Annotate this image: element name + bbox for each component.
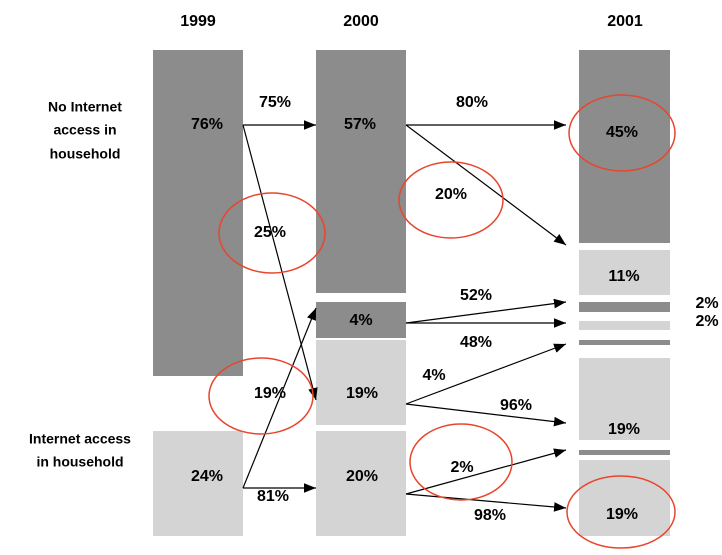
segment [579,358,670,440]
arrow [405,493,567,512]
column-header: 2001 [607,13,643,30]
segment [579,450,670,455]
segment [316,302,406,338]
row-label: in household [36,454,123,470]
segment [579,340,670,345]
segment [579,460,670,536]
segment [316,50,406,293]
segment-label: 2% [695,295,718,312]
flow-label: 19% [254,385,286,402]
flow-label: 2% [450,459,473,476]
bars [153,50,670,536]
row-label: access in [53,122,116,138]
flow-label: 48% [460,334,492,351]
headers: 1999 2000 2001 [180,13,643,30]
flow-label: 81% [257,488,289,505]
row-label: No Internet [48,99,122,115]
segment-label: 19% [608,421,640,438]
segment-label: 4% [349,312,372,329]
flow-label: 98% [474,507,506,524]
flow-label: 96% [500,397,532,414]
segment-labels: 76% 24% 57% 4% 19% 20% 45% 11% 2% 2% 19%… [191,116,719,523]
highlight-circle [568,94,676,172]
segment-label: 19% [346,385,378,402]
arrow [405,298,567,324]
flow-label: 25% [254,224,286,241]
segment-label: 57% [344,116,376,133]
segment [579,302,670,312]
arrow [242,124,318,401]
segment [579,321,670,330]
arrow [405,343,567,405]
segment [579,50,670,243]
arrow [405,124,567,246]
segment-label: 24% [191,468,223,485]
arrow [405,448,567,495]
highlight-circle [398,161,504,239]
segment [153,431,243,536]
row-label: Internet access [29,431,131,447]
flow-label: 80% [456,94,488,111]
arrow [405,403,567,427]
arrows [242,120,567,512]
highlight-circle [208,357,314,435]
arrow [242,307,317,489]
segment-label: 2% [695,313,718,330]
flow-label: 52% [460,287,492,304]
highlights [208,94,676,549]
segment [316,340,406,425]
segment [153,50,243,376]
flow-labels: 75% 25% 80% 20% 52% 48% 4% 96% 19% 81% 2… [254,94,532,524]
highlight-circle [409,423,513,501]
flow-label: 75% [259,94,291,111]
highlight-circle [218,192,326,274]
row-labels: No Internet access in household Internet… [29,99,131,470]
segment-label: 20% [346,468,378,485]
column-header: 2000 [343,13,379,30]
flow-label: 20% [435,186,467,203]
segment-label: 19% [606,506,638,523]
row-label: household [50,146,121,162]
segment-label: 45% [606,124,638,141]
segment-label: 11% [608,268,639,285]
segment [316,431,406,536]
highlight-circle [566,475,676,549]
flow-label: 4% [422,367,445,384]
column-header: 1999 [180,13,216,30]
segment [579,250,670,295]
segment-label: 76% [191,116,223,133]
